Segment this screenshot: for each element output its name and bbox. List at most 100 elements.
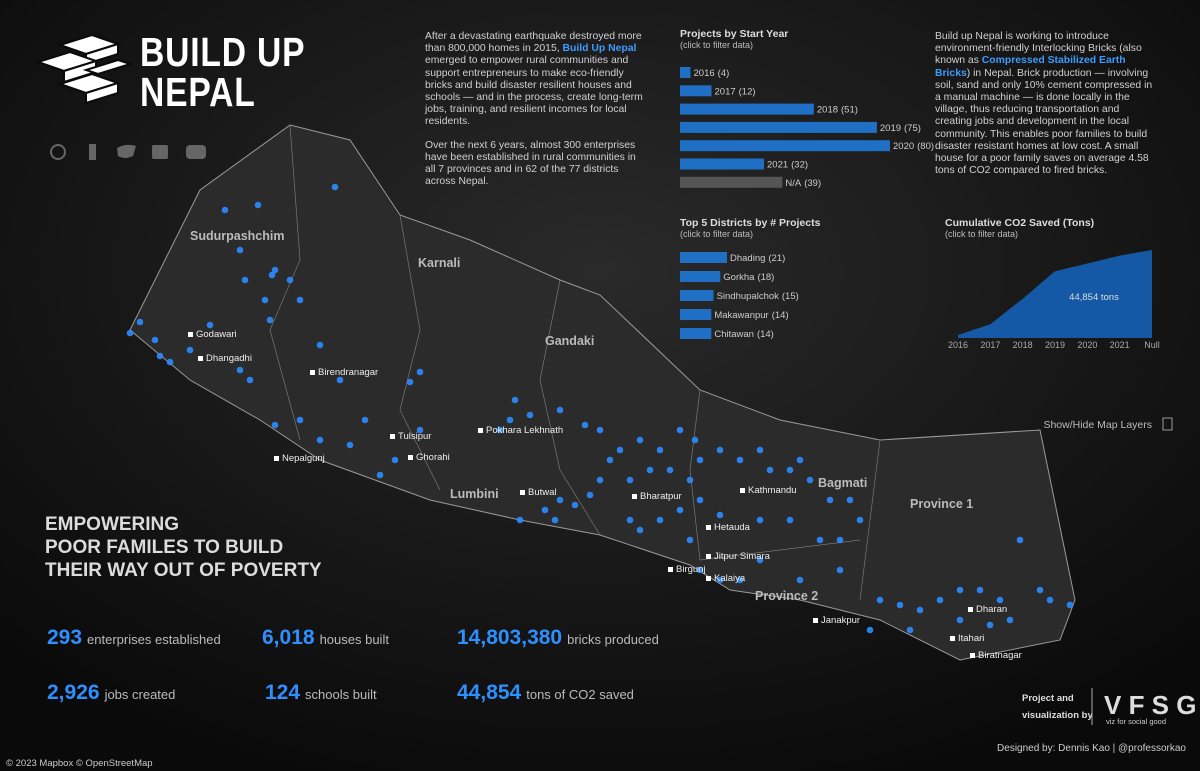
project-dot[interactable] (151, 336, 159, 344)
project-dot[interactable] (656, 446, 664, 454)
project-dot[interactable] (316, 341, 324, 349)
project-dot[interactable] (206, 321, 214, 329)
project-dot[interactable] (596, 476, 604, 484)
bar[interactable] (680, 252, 727, 263)
project-dot[interactable] (736, 456, 744, 464)
project-dot[interactable] (186, 346, 194, 354)
project-dot[interactable] (956, 586, 964, 594)
project-dot[interactable] (836, 536, 844, 544)
project-dot[interactable] (616, 446, 624, 454)
project-dot[interactable] (676, 506, 684, 514)
project-dot[interactable] (526, 411, 534, 419)
project-dot[interactable] (316, 436, 324, 444)
project-dot[interactable] (1006, 616, 1014, 624)
bar[interactable] (680, 103, 814, 115)
project-dot[interactable] (656, 516, 664, 524)
project-dot[interactable] (361, 416, 369, 424)
project-dot[interactable] (136, 318, 144, 326)
project-dot[interactable] (636, 526, 644, 534)
bar[interactable] (680, 309, 712, 320)
project-dot[interactable] (806, 476, 814, 484)
project-dot[interactable] (716, 511, 724, 519)
project-dot[interactable] (586, 491, 594, 499)
bar[interactable] (680, 271, 721, 282)
project-dot[interactable] (856, 516, 864, 524)
project-dot[interactable] (1046, 596, 1054, 604)
bar[interactable] (680, 140, 890, 152)
project-dot[interactable] (156, 352, 164, 360)
project-dot[interactable] (816, 536, 824, 544)
project-dot[interactable] (406, 378, 414, 386)
project-dot[interactable] (956, 616, 964, 624)
project-dot[interactable] (606, 456, 614, 464)
project-dot[interactable] (416, 426, 424, 434)
layers-icon[interactable] (1162, 417, 1173, 431)
bar[interactable] (680, 176, 783, 188)
social-icons[interactable] (50, 144, 206, 160)
project-dot[interactable] (246, 376, 254, 384)
project-dot[interactable] (286, 276, 294, 284)
project-dot[interactable] (221, 206, 229, 214)
project-dot[interactable] (1066, 601, 1074, 609)
project-dot[interactable] (376, 471, 384, 479)
project-dot[interactable] (996, 596, 1004, 604)
project-dot[interactable] (666, 466, 674, 474)
project-dot[interactable] (756, 446, 764, 454)
project-dot[interactable] (556, 406, 564, 414)
project-dot[interactable] (1016, 536, 1024, 544)
youtube-icon[interactable] (186, 145, 206, 159)
project-dot[interactable] (696, 456, 704, 464)
project-dot[interactable] (506, 416, 514, 424)
project-dot[interactable] (271, 266, 279, 274)
project-dot[interactable] (391, 456, 399, 464)
project-dot[interactable] (166, 358, 174, 366)
project-dot[interactable] (796, 576, 804, 584)
project-dot[interactable] (716, 446, 724, 454)
project-dot[interactable] (896, 601, 904, 609)
project-dot[interactable] (254, 201, 262, 209)
project-dot[interactable] (296, 416, 304, 424)
project-dot[interactable] (596, 426, 604, 434)
project-dot[interactable] (236, 246, 244, 254)
project-dot[interactable] (626, 516, 634, 524)
bar[interactable] (680, 67, 691, 78)
project-dot[interactable] (796, 456, 804, 464)
project-dot[interactable] (551, 516, 559, 524)
project-dot[interactable] (936, 596, 944, 604)
project-dot[interactable] (336, 376, 344, 384)
twitter-icon[interactable] (117, 144, 136, 158)
project-dot[interactable] (266, 316, 274, 324)
project-dot[interactable] (556, 496, 564, 504)
bar[interactable] (680, 158, 764, 170)
project-dot[interactable] (571, 501, 579, 509)
project-dot[interactable] (331, 183, 339, 191)
project-dot[interactable] (826, 496, 834, 504)
project-dot[interactable] (756, 556, 764, 564)
project-dot[interactable] (636, 436, 644, 444)
project-dot[interactable] (696, 496, 704, 504)
layers-toggle[interactable]: Show/Hide Map Layers (1043, 419, 1152, 431)
project-dot[interactable] (511, 396, 519, 404)
project-dot[interactable] (756, 516, 764, 524)
project-dot[interactable] (416, 368, 424, 376)
project-dot[interactable] (716, 576, 724, 584)
project-dot[interactable] (846, 496, 854, 504)
facebook-icon[interactable] (89, 144, 96, 160)
project-dot[interactable] (271, 421, 279, 429)
project-dot[interactable] (836, 566, 844, 574)
project-dot[interactable] (876, 596, 884, 604)
bar[interactable] (680, 85, 712, 97)
project-dot[interactable] (296, 296, 304, 304)
bar[interactable] (680, 328, 712, 339)
project-dot[interactable] (676, 426, 684, 434)
project-dot[interactable] (696, 566, 704, 574)
project-dot[interactable] (346, 441, 354, 449)
web-icon[interactable] (50, 144, 66, 160)
bar[interactable] (680, 121, 877, 133)
project-dot[interactable] (786, 466, 794, 474)
project-dot[interactable] (236, 366, 244, 374)
project-dot[interactable] (736, 576, 744, 584)
project-dot[interactable] (686, 536, 694, 544)
project-dot[interactable] (126, 329, 134, 337)
project-dot[interactable] (541, 506, 549, 514)
